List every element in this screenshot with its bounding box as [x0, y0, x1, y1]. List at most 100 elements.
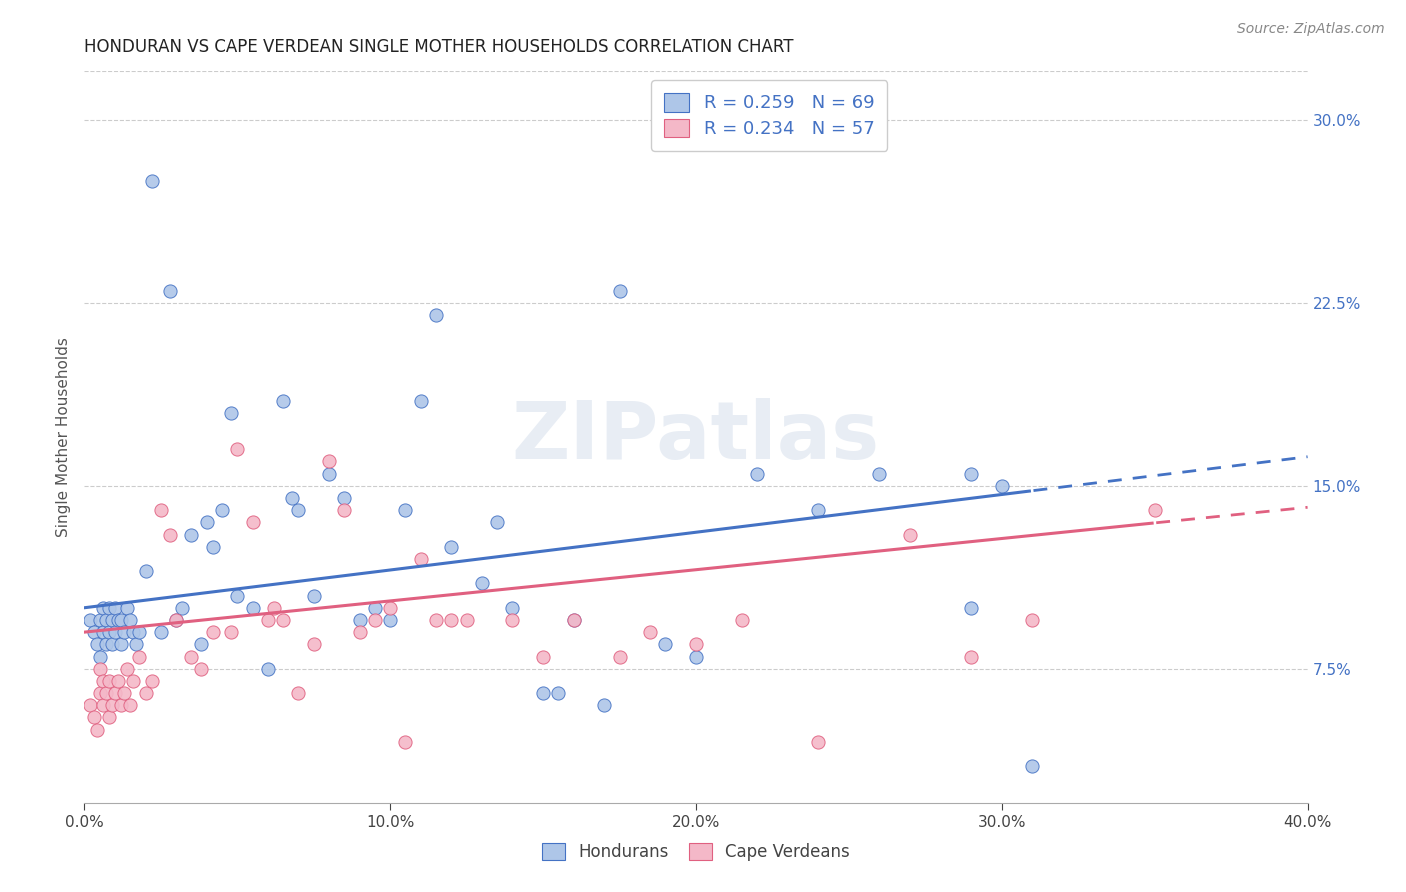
Point: [141, 673, 163, 688]
Point: [409, 393, 432, 408]
Point: [128, 649, 150, 664]
Point: [287, 686, 309, 700]
Point: [94, 637, 117, 651]
Legend: Hondurans, Cape Verdeans: Hondurans, Cape Verdeans: [536, 836, 856, 868]
Point: [91, 698, 114, 713]
Point: [86, 637, 108, 651]
Point: [302, 589, 325, 603]
Point: [440, 613, 463, 627]
Point: [115, 662, 138, 676]
Text: Source: ZipAtlas.com: Source: ZipAtlas.com: [1237, 22, 1385, 37]
Point: [159, 284, 181, 298]
Point: [960, 600, 983, 615]
Point: [1021, 613, 1043, 627]
Point: [91, 600, 114, 615]
Point: [86, 723, 108, 737]
Point: [94, 686, 117, 700]
Point: [1021, 759, 1043, 773]
Point: [281, 491, 304, 505]
Point: [502, 613, 524, 627]
Point: [287, 503, 309, 517]
Point: [456, 613, 478, 627]
Point: [257, 662, 280, 676]
Point: [547, 686, 569, 700]
Point: [531, 649, 554, 664]
Point: [654, 637, 676, 651]
Point: [120, 698, 142, 713]
Point: [242, 600, 264, 615]
Point: [425, 308, 447, 322]
Point: [89, 613, 111, 627]
Point: [333, 503, 356, 517]
Point: [104, 686, 127, 700]
Point: [349, 613, 371, 627]
Point: [201, 625, 224, 640]
Point: [440, 540, 463, 554]
Point: [107, 673, 129, 688]
Point: [89, 649, 111, 664]
Point: [149, 503, 172, 517]
Point: [302, 637, 325, 651]
Point: [128, 625, 150, 640]
Point: [83, 625, 105, 640]
Point: [731, 613, 754, 627]
Point: [172, 600, 194, 615]
Point: [211, 503, 233, 517]
Point: [562, 613, 585, 627]
Point: [257, 613, 280, 627]
Point: [960, 467, 983, 481]
Point: [960, 649, 983, 664]
Point: [120, 613, 142, 627]
Point: [685, 637, 707, 651]
Point: [97, 625, 120, 640]
Point: [562, 613, 585, 627]
Point: [271, 613, 294, 627]
Point: [380, 600, 402, 615]
Point: [685, 649, 707, 664]
Point: [141, 174, 163, 188]
Point: [242, 516, 264, 530]
Point: [107, 613, 129, 627]
Point: [471, 576, 494, 591]
Point: [226, 442, 249, 457]
Point: [394, 503, 416, 517]
Point: [79, 613, 101, 627]
Point: [190, 662, 212, 676]
Point: [263, 600, 285, 615]
Point: [502, 600, 524, 615]
Point: [425, 613, 447, 627]
Point: [869, 467, 891, 481]
Point: [79, 698, 101, 713]
Point: [115, 600, 138, 615]
Point: [318, 454, 340, 468]
Point: [101, 698, 124, 713]
Point: [135, 686, 157, 700]
Point: [364, 613, 387, 627]
Point: [1143, 503, 1166, 517]
Point: [638, 625, 661, 640]
Point: [991, 479, 1014, 493]
Point: [747, 467, 769, 481]
Point: [333, 491, 356, 505]
Point: [349, 625, 371, 640]
Point: [110, 613, 132, 627]
Point: [271, 393, 294, 408]
Point: [219, 625, 242, 640]
Point: [110, 637, 132, 651]
Point: [201, 540, 224, 554]
Point: [122, 673, 145, 688]
Point: [394, 735, 416, 749]
Point: [101, 637, 124, 651]
Point: [89, 662, 111, 676]
Point: [195, 516, 218, 530]
Point: [135, 564, 157, 578]
Point: [180, 649, 202, 664]
Point: [112, 625, 135, 640]
Point: [318, 467, 340, 481]
Point: [159, 527, 181, 541]
Text: HONDURAN VS CAPE VERDEAN SINGLE MOTHER HOUSEHOLDS CORRELATION CHART: HONDURAN VS CAPE VERDEAN SINGLE MOTHER H…: [84, 38, 794, 56]
Point: [97, 673, 120, 688]
Point: [364, 600, 387, 615]
Point: [94, 613, 117, 627]
Point: [898, 527, 921, 541]
